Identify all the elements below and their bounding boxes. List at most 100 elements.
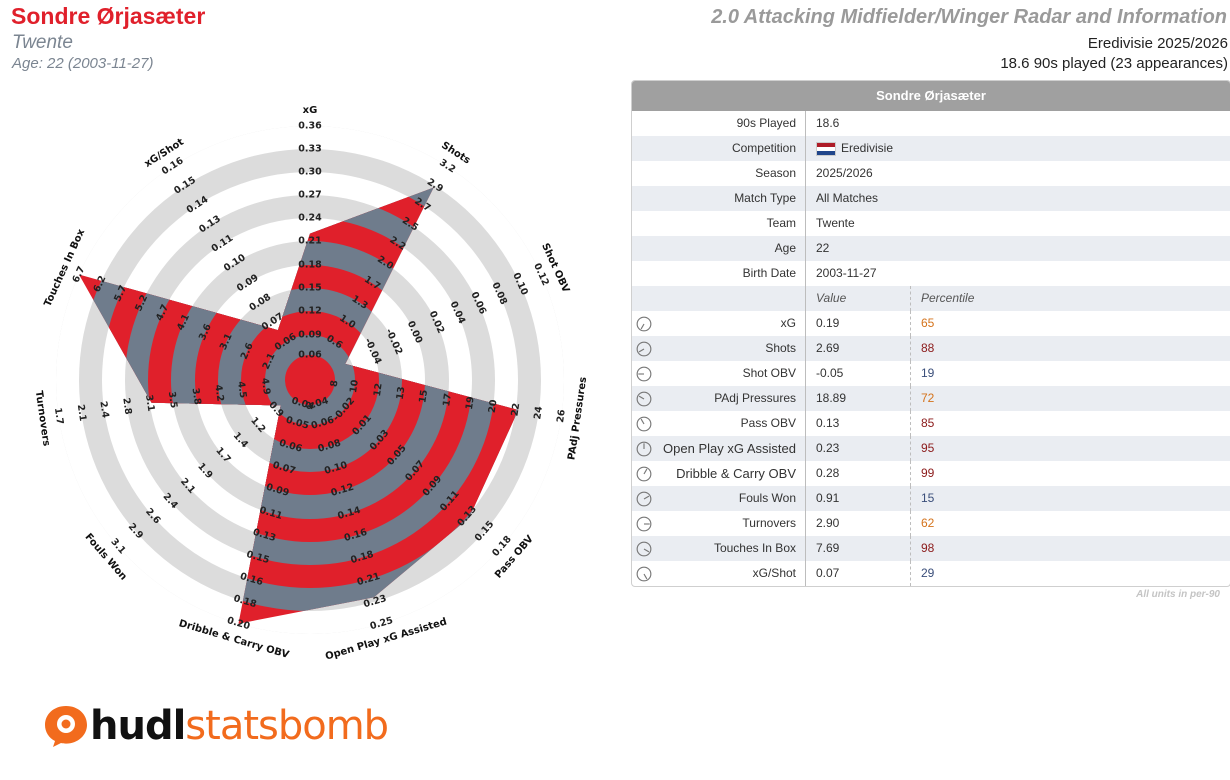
metric-row: Turnovers 2.90 62 [632, 511, 1230, 536]
metric-row: Touches In Box 7.69 98 [632, 536, 1230, 561]
metric-percentile: 15 [910, 486, 1228, 511]
radar-tick-label: 2.4 [97, 400, 110, 419]
info-row: 90s Played 18.6 [632, 111, 1230, 136]
info-row: Age 22 [632, 236, 1230, 261]
radar-tick-label: 4.9 [259, 377, 272, 395]
gauge-icon [632, 311, 656, 336]
radar-axis-label: PAdj Pressures [566, 376, 589, 461]
info-row-value: Twente [806, 211, 910, 236]
radar-tick-label: 0.36 [298, 121, 322, 132]
metric-value: 0.91 [816, 491, 840, 505]
metric-percentile: 99 [910, 461, 1228, 486]
radar-tick-label: 20 [487, 399, 500, 414]
info-table-header: Sondre Ørjasæter [632, 81, 1230, 111]
info-row-label: Team [632, 211, 806, 236]
team-name: Twente [12, 32, 73, 53]
info-row-value-text: 22 [816, 241, 830, 255]
radar-tick-label: 10 [348, 379, 361, 394]
metric-label: Fouls Won [656, 486, 806, 511]
metric-label: Open Play xG Assisted [656, 436, 806, 461]
info-row-label: Season [632, 161, 806, 186]
radar-axis-label: xG [303, 105, 318, 116]
metric-value: 0.28 [816, 466, 840, 480]
radar-center [290, 360, 330, 400]
metric-percentile: 62 [910, 511, 1228, 536]
radar-tick-label: 2.1 [75, 404, 88, 422]
metric-label: Shot OBV [656, 361, 806, 386]
gauge-icon [632, 361, 656, 386]
gauge-icon [632, 486, 656, 511]
metric-value: 0.23 [816, 441, 840, 455]
radar-tick-label: 22 [510, 402, 523, 417]
metric-value: 7.69 [816, 541, 840, 555]
metric-label: xG [656, 311, 806, 336]
metric-row: Shot OBV -0.05 19 [632, 361, 1230, 386]
info-row-value-text: All Matches [816, 191, 879, 205]
radar-tick-label: 3.5 [166, 391, 179, 409]
radar-chart: 0.06 0.09 0.12 0.15 0.18 0.21 0.24 0.27 0.30 0.33… [33, 105, 589, 660]
radar-tick-label: 3.8 [190, 387, 203, 406]
metric-label: Turnovers [656, 511, 806, 536]
hudl-statsbomb-logo: hudl statsbomb [42, 703, 389, 749]
metric-percentile: 85 [910, 411, 1228, 436]
radar-tick-label: 0.09 [298, 330, 321, 341]
info-row: Match Type All Matches [632, 186, 1230, 211]
radar-tick-label: 0.24 [298, 213, 322, 224]
gauge-icon [632, 536, 656, 561]
metric-row: Dribble & Carry OBV 0.28 99 [632, 461, 1230, 486]
metric-row: Pass OBV 0.13 85 [632, 411, 1230, 436]
gauge-icon [632, 461, 656, 486]
netherlands-flag-icon [816, 141, 836, 156]
metric-label: Dribble & Carry OBV [656, 461, 806, 486]
metric-label: Touches In Box [656, 536, 806, 561]
player-name: Sondre Ørjasæter [11, 3, 206, 29]
radar-tick-label: 24 [532, 405, 545, 420]
info-row-label: Match Type [632, 186, 806, 211]
info-row-value: All Matches [806, 186, 910, 211]
metric-percentile: 95 [910, 436, 1228, 461]
competition-line: Eredivisie 2025/2026 [1087, 35, 1228, 52]
hudl-logo-icon [45, 706, 87, 747]
radar-title: 2.0 Attacking Midfielder/Winger Radar an… [711, 6, 1227, 28]
info-row-value-text: Twente [816, 216, 855, 230]
info-row-value-text: 2025/2026 [816, 166, 873, 180]
radar-tick-label: 0.30 [298, 167, 322, 178]
info-row-value: 2025/2026 [806, 161, 910, 186]
radar-tick-label: 0.33 [298, 144, 321, 155]
metric-value: 0.19 [816, 316, 840, 330]
units-footnote: All units in per-90 [1136, 589, 1220, 600]
metric-percentile: 65 [910, 311, 1228, 336]
info-row-label: 90s Played [632, 111, 806, 136]
gauge-icon [632, 436, 656, 461]
metric-header-blank [632, 286, 806, 311]
gauge-icon [632, 386, 656, 411]
info-row-value-text: Eredivisie [841, 141, 894, 155]
age-line: Age: 22 (2003-11-27) [12, 55, 154, 72]
radar-tick-label: 4.2 [212, 384, 225, 402]
gauge-icon [632, 336, 656, 361]
info-row-label: Birth Date [632, 261, 806, 286]
info-row-value-text: 2003-11-27 [816, 266, 877, 280]
radar-tick-label: 12 [372, 382, 385, 397]
radar-tick-label: 26 [555, 408, 568, 423]
metric-label: xG/Shot [656, 561, 806, 586]
minutes-line: 18.6 90s played (23 appearances) [1000, 55, 1228, 72]
info-row-label: Competition [632, 136, 806, 161]
radar-tick-label: 3.1 [143, 394, 156, 412]
radar-tick-label: 0.06 [298, 350, 322, 361]
percentile-column-header: Percentile [910, 286, 1228, 311]
info-row-value: 22 [806, 236, 910, 261]
radar-tick-label: 0.21 [298, 236, 321, 247]
metric-value: 0.13 [816, 416, 840, 430]
metric-row: xG/Shot 0.07 29 [632, 561, 1230, 586]
metric-percentile: 72 [910, 386, 1228, 411]
info-row: Season 2025/2026 [632, 161, 1230, 186]
radar-tick-label: 4.5 [235, 381, 248, 399]
info-table: Sondre Ørjasæter 90s Played 18.6 Competiti… [631, 80, 1230, 587]
metric-value: -0.05 [816, 366, 844, 380]
metric-label: Pass OBV [656, 411, 806, 436]
metric-value: 18.89 [816, 391, 847, 405]
radar-tick-label: 0.27 [298, 190, 321, 201]
info-row: Team Twente [632, 211, 1230, 236]
info-row-value: 2003-11-27 [806, 261, 910, 286]
